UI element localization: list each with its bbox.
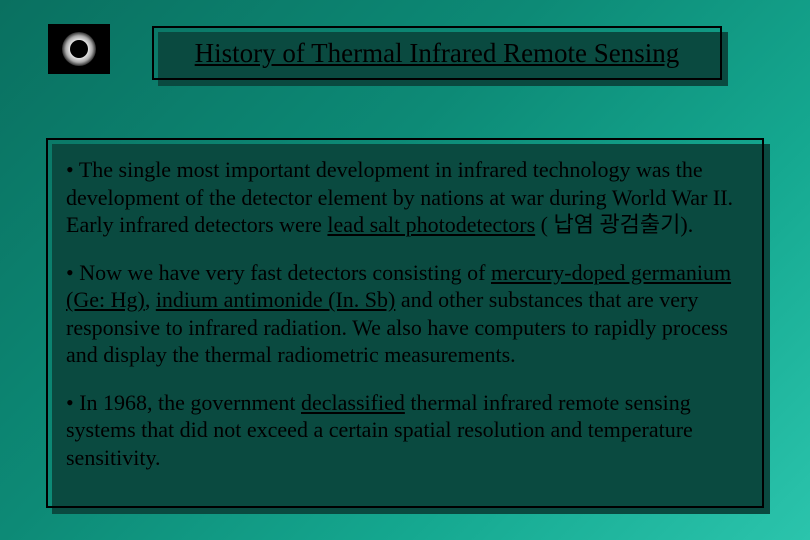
eclipse-icon <box>48 24 110 74</box>
bullet-paragraph: • The single most important development … <box>66 156 744 239</box>
underlined-term: declassified <box>301 390 405 415</box>
eclipse-glow <box>62 32 96 66</box>
bullet: • <box>66 157 79 182</box>
body-container: • The single most important development … <box>46 138 764 508</box>
bullet: • <box>66 260 79 285</box>
title-container: History of Thermal Infrared Remote Sensi… <box>152 26 722 80</box>
slide-title: History of Thermal Infrared Remote Sensi… <box>195 38 680 69</box>
text: ( 납염 광검출기). <box>535 212 693 237</box>
eclipse-core <box>70 40 88 58</box>
bullet-paragraph: • Now we have very fast detectors consis… <box>66 259 744 369</box>
body-box: • The single most important development … <box>46 138 764 508</box>
bullet-paragraph: • In 1968, the government declassified t… <box>66 389 744 472</box>
text: , <box>145 287 156 312</box>
text: Now we have very fast detectors consisti… <box>79 260 491 285</box>
bullet: • <box>66 390 79 415</box>
title-box: History of Thermal Infrared Remote Sensi… <box>152 26 722 80</box>
underlined-term: indium antimonide (In. Sb) <box>156 287 396 312</box>
underlined-term: lead salt photodetectors <box>327 212 535 237</box>
text: In 1968, the government <box>79 390 301 415</box>
